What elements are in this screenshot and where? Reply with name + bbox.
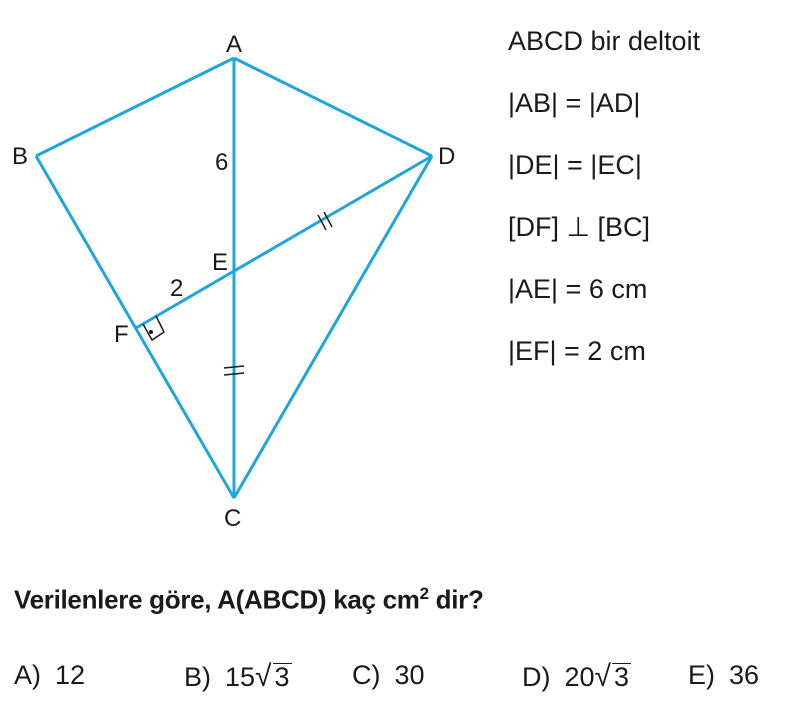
tick-ec-2 [223,372,245,376]
given-ab-ad: |AB| = |AD| [508,88,641,118]
side-dc [232,155,434,499]
sqrt-icon: √ [255,660,272,693]
length-label-ef: 2 [170,275,183,302]
point-label-b: B [12,143,28,170]
side-ab [35,56,235,158]
question-text: Verilenlere göre, A(ABCD) kaç cm2 dir? [14,584,484,615]
side-bc [34,155,236,499]
option-a[interactable]: A) 12 [14,660,86,690]
point-label-d: D [438,143,455,170]
option-b[interactable]: B) 15√ 3 [184,660,292,693]
segment-df [135,154,433,330]
point-label-f: F [114,321,129,348]
length-label-ae: 6 [215,149,228,176]
point-label-a: A [226,31,242,58]
tick-de-2 [323,211,333,228]
tick-ec-1 [223,365,245,369]
kite-figure: A B D E F C 6 2 [12,31,455,532]
option-e[interactable]: E) 36 [688,660,760,690]
given-ef: |EF| = 2 cm [508,336,646,366]
right-angle-dot [149,330,153,334]
right-angle-mark [142,315,165,342]
side-ad [233,56,433,158]
given-ae: |AE| = 6 cm [508,274,648,304]
given-df-perp-bc: [DF] ⊥ [BC] [508,212,651,242]
option-d[interactable]: D) 20√ 3 [522,660,632,693]
sqrt-icon: √ [594,660,612,693]
given-de-ec: |DE| = |EC| [508,150,642,180]
point-label-e: E [212,249,228,276]
given-kite: ABCD bir deltoit [508,26,701,56]
option-c[interactable]: C) 30 [352,660,425,690]
tick-de-1 [317,214,327,231]
point-label-c: C [224,505,241,532]
